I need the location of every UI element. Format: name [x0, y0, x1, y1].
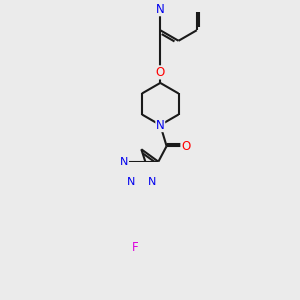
- Text: F: F: [132, 241, 138, 254]
- Text: N: N: [148, 177, 156, 187]
- Text: N: N: [156, 3, 165, 16]
- Text: O: O: [156, 66, 165, 79]
- Text: N: N: [127, 177, 135, 187]
- Text: N: N: [156, 118, 165, 132]
- Text: N: N: [120, 157, 128, 167]
- Text: O: O: [181, 140, 190, 153]
